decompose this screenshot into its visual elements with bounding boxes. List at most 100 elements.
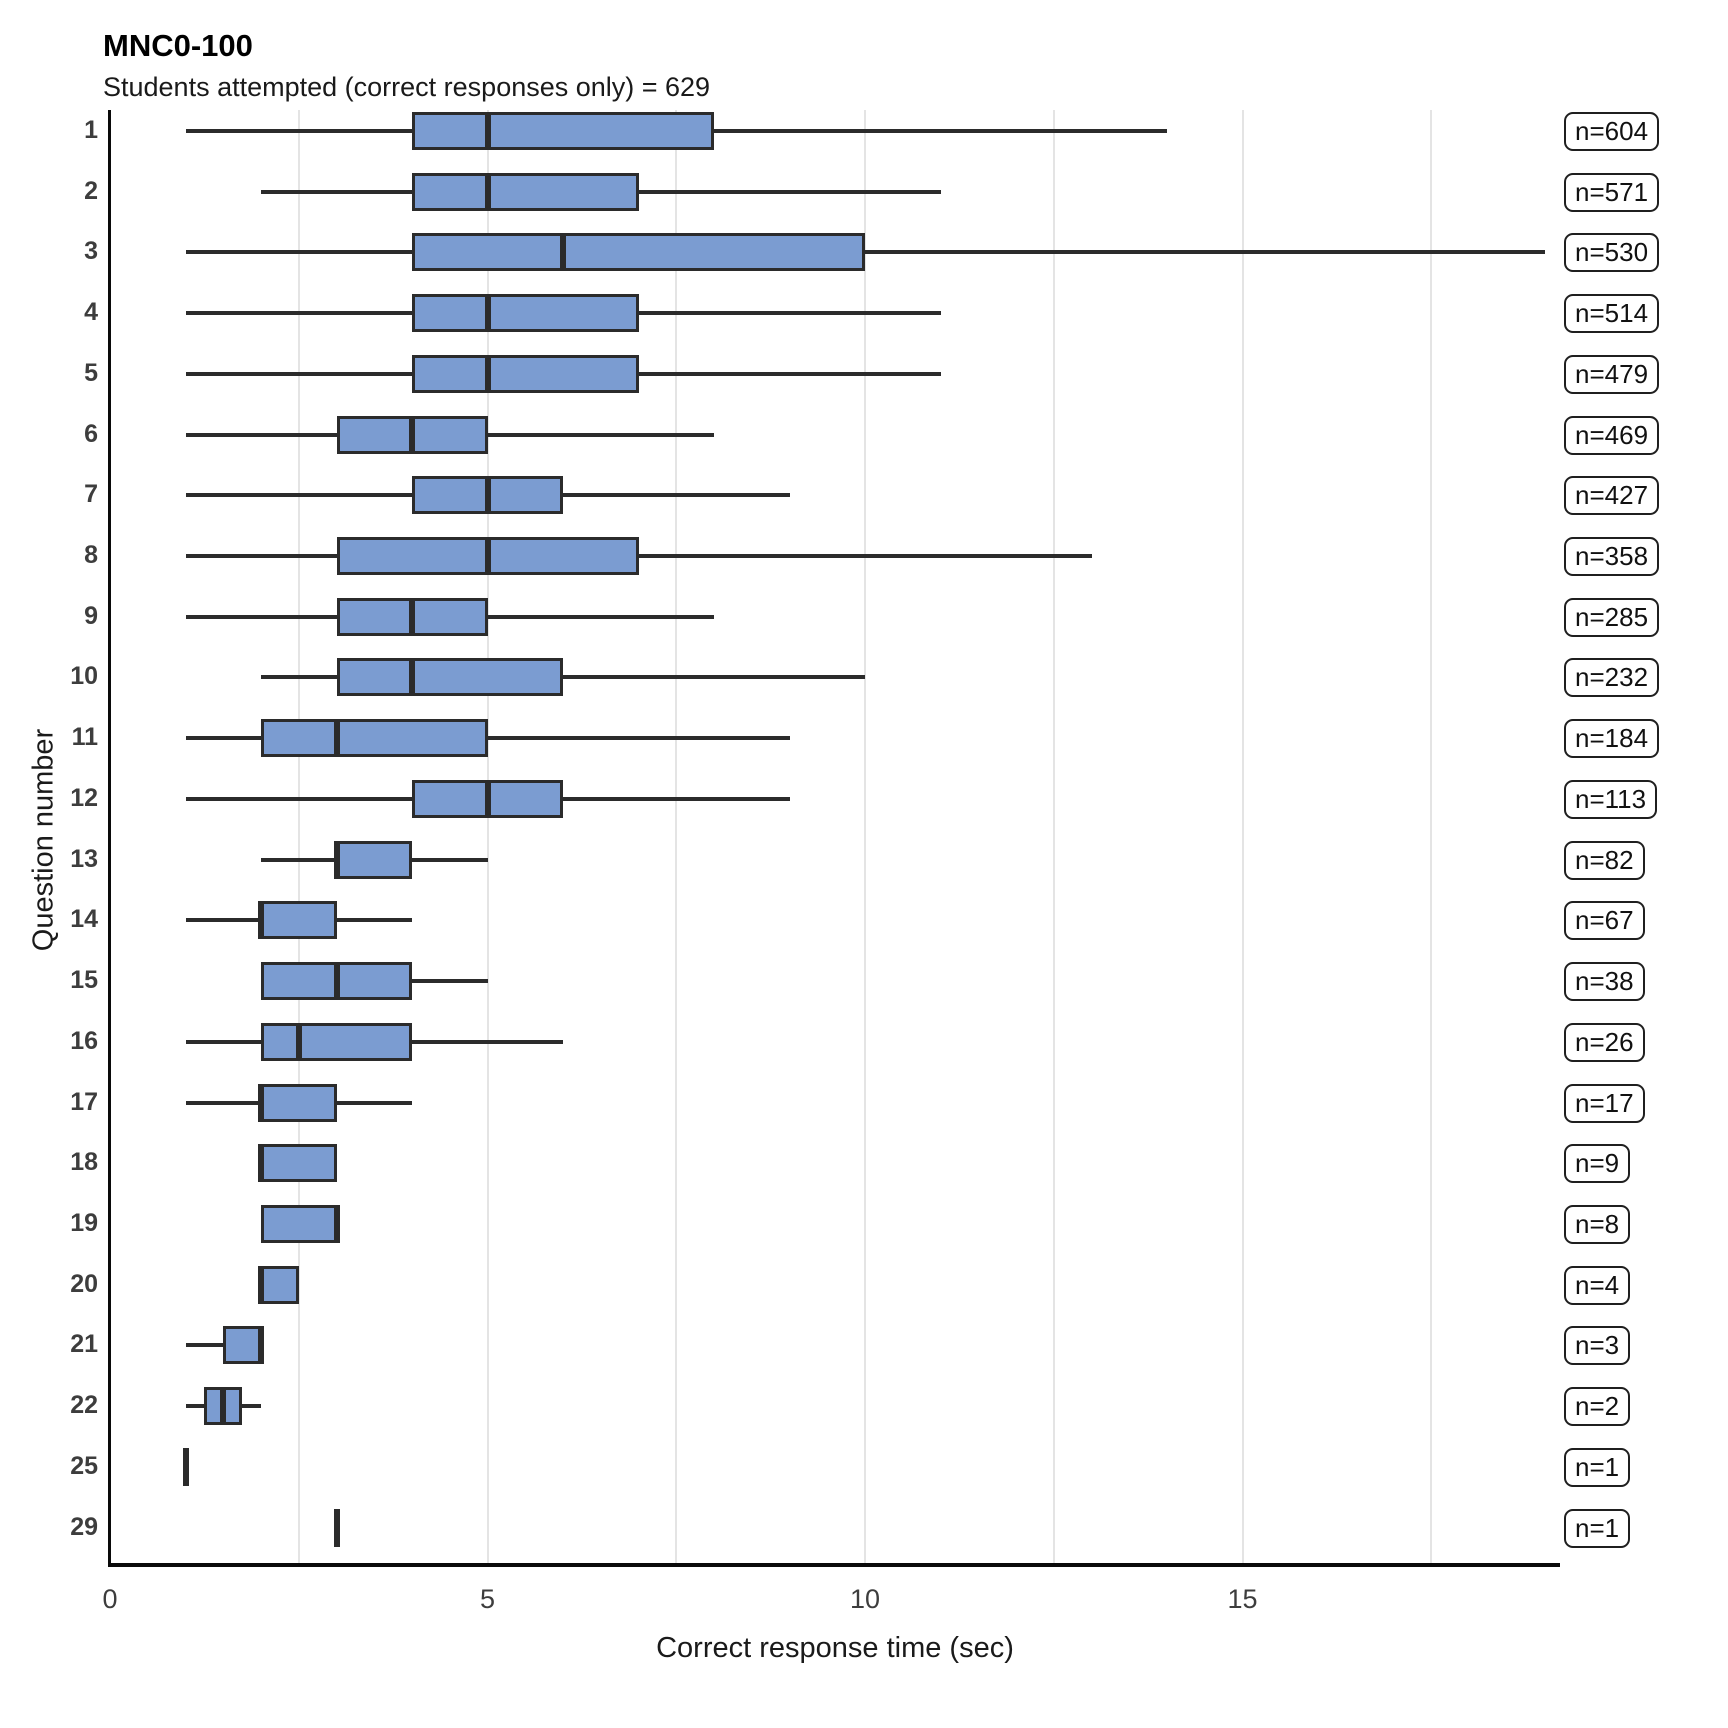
whisker-lower: [185, 432, 337, 437]
y-axis-title: Question number: [27, 728, 60, 952]
iqr-box: [261, 719, 488, 758]
whisker-lower: [185, 1343, 224, 1348]
whisker-lower: [261, 189, 412, 194]
iqr-box: [223, 1326, 261, 1365]
chart-title: MNC0-100: [103, 28, 253, 63]
median-line: [258, 1265, 264, 1304]
n-count-badge: n=67: [1564, 901, 1645, 941]
x-gridline: [864, 110, 866, 1563]
y-tick-label: 8: [84, 541, 98, 570]
whisker-upper: [412, 857, 488, 862]
n-count-badge: n=571: [1564, 172, 1660, 212]
x-tick-label: 5: [479, 1584, 496, 1614]
n-count-badge: n=1: [1564, 1447, 1631, 1487]
x-gridline: [297, 110, 300, 1563]
whisker-upper: [638, 189, 941, 194]
median-line: [484, 476, 491, 515]
x-gridline: [486, 110, 489, 1563]
n-count-badge: n=2: [1564, 1387, 1631, 1427]
whisker-lower: [261, 675, 337, 680]
median-line: [484, 779, 491, 818]
y-tick-label: 18: [70, 1148, 98, 1177]
chart-subtitle: Students attempted (correct responses on…: [103, 72, 711, 102]
median-line: [409, 658, 415, 697]
y-tick-label: 1: [84, 116, 98, 144]
median-line: [333, 840, 340, 879]
y-tick-label: 2: [84, 176, 98, 205]
y-tick-label: 22: [70, 1391, 98, 1420]
n-count-badge: n=232: [1564, 658, 1660, 698]
iqr-box: [412, 233, 865, 272]
iqr-box: [412, 172, 639, 211]
y-tick-label: 21: [70, 1330, 98, 1359]
iqr-box: [412, 354, 639, 393]
iqr-box: [261, 1083, 337, 1122]
y-tick-label: 4: [84, 298, 98, 327]
iqr-box: [336, 840, 412, 879]
whisker-upper: [563, 796, 790, 801]
x-axis-spine: [108, 1563, 1560, 1567]
x-gridline: [1052, 110, 1055, 1563]
whisker-lower: [185, 614, 337, 619]
single-value-tick: [182, 1447, 189, 1486]
y-tick-label: 25: [70, 1451, 98, 1480]
n-count-badge: n=113: [1564, 779, 1658, 819]
median-line: [333, 719, 340, 758]
n-count-badge: n=82: [1564, 840, 1645, 880]
whisker-lower: [185, 1100, 261, 1105]
whisker-lower: [185, 250, 412, 255]
x-tick-label: 0: [102, 1584, 118, 1614]
median-line: [484, 537, 491, 576]
n-count-badge: n=530: [1564, 233, 1660, 273]
iqr-box: [336, 658, 563, 697]
y-tick-label: 17: [70, 1087, 98, 1116]
y-tick-label: 15: [70, 966, 98, 995]
y-tick-label: 14: [70, 905, 98, 934]
n-count-badge: n=3: [1564, 1326, 1631, 1366]
x-gridline: [675, 110, 678, 1563]
median-line: [258, 1326, 264, 1365]
n-count-badge: n=358: [1564, 537, 1660, 577]
iqr-box: [261, 1144, 337, 1183]
whisker-upper: [487, 614, 714, 619]
whisker-upper: [563, 493, 790, 498]
whisker-upper: [638, 311, 941, 316]
n-count-badge: n=1: [1564, 1508, 1631, 1548]
whisker-upper: [336, 1100, 412, 1105]
whisker-lower: [185, 554, 337, 559]
median-line: [484, 172, 491, 211]
y-tick-label: 9: [84, 601, 98, 630]
y-tick-label: 19: [70, 1208, 98, 1237]
median-line: [295, 1022, 302, 1061]
whisker-lower: [185, 129, 412, 133]
n-count-badge: n=184: [1564, 719, 1660, 759]
y-tick-label: 13: [70, 844, 98, 873]
y-tick-label: 10: [70, 662, 98, 691]
median-line: [409, 597, 415, 636]
x-gridline: [1241, 110, 1244, 1563]
iqr-box: [261, 1022, 412, 1061]
median-line: [484, 112, 491, 150]
n-count-badge: n=9: [1564, 1144, 1631, 1184]
y-tick-label: 12: [70, 783, 98, 812]
median-line: [333, 962, 340, 1001]
iqr-box: [412, 112, 714, 150]
whisker-lower: [185, 1404, 205, 1409]
y-tick-label: 6: [84, 419, 98, 448]
median-line: [220, 1387, 227, 1426]
iqr-box: [412, 294, 639, 333]
y-tick-label: 7: [84, 480, 98, 509]
median-line: [560, 233, 566, 272]
n-count-badge: n=26: [1564, 1022, 1645, 1062]
whisker-upper: [563, 675, 865, 680]
x-tick-label: 10: [849, 1584, 881, 1614]
n-count-badge: n=479: [1564, 354, 1660, 394]
iqr-box: [261, 901, 337, 940]
whisker-lower: [185, 311, 412, 316]
median-line: [484, 354, 491, 393]
whisker-lower: [185, 736, 261, 741]
whisker-upper: [412, 1039, 563, 1044]
whisker-upper: [412, 979, 488, 984]
whisker-upper: [487, 736, 790, 741]
whisker-upper: [242, 1404, 261, 1409]
